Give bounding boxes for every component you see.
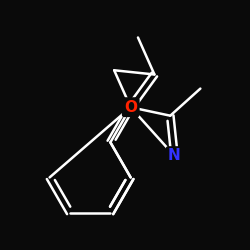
- Text: N: N: [168, 148, 181, 164]
- Text: O: O: [124, 100, 137, 115]
- Text: N: N: [124, 100, 137, 115]
